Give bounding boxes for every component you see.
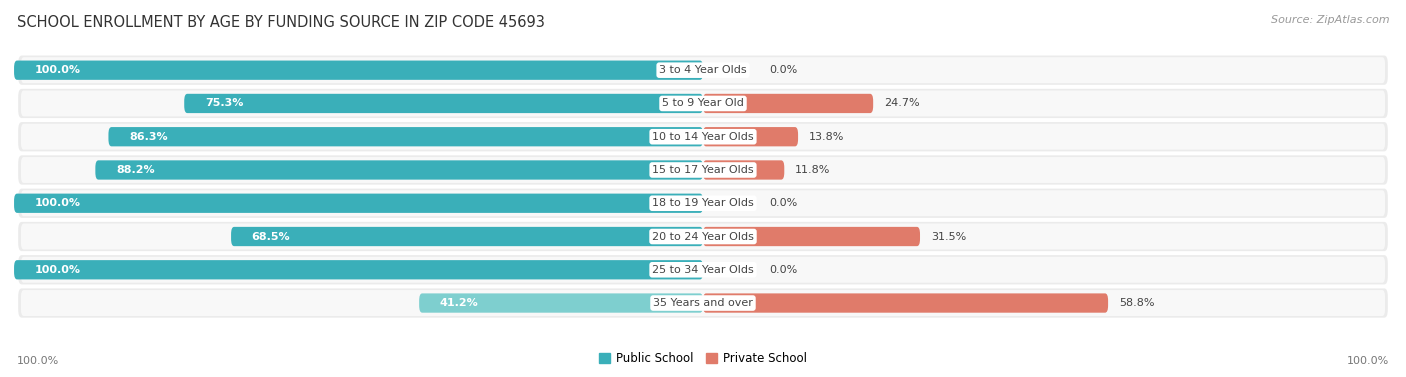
FancyBboxPatch shape	[231, 227, 703, 246]
FancyBboxPatch shape	[18, 222, 1388, 251]
Text: 58.8%: 58.8%	[1119, 298, 1154, 308]
Text: 10 to 14 Year Olds: 10 to 14 Year Olds	[652, 132, 754, 142]
Text: 41.2%: 41.2%	[440, 298, 478, 308]
FancyBboxPatch shape	[18, 288, 1388, 318]
FancyBboxPatch shape	[18, 188, 1388, 218]
Text: 25 to 34 Year Olds: 25 to 34 Year Olds	[652, 265, 754, 275]
FancyBboxPatch shape	[703, 127, 799, 146]
FancyBboxPatch shape	[21, 157, 1385, 183]
FancyBboxPatch shape	[21, 224, 1385, 250]
FancyBboxPatch shape	[21, 190, 1385, 216]
Text: 3 to 4 Year Olds: 3 to 4 Year Olds	[659, 65, 747, 75]
FancyBboxPatch shape	[108, 127, 703, 146]
Text: 13.8%: 13.8%	[808, 132, 845, 142]
FancyBboxPatch shape	[18, 155, 1388, 185]
FancyBboxPatch shape	[18, 55, 1388, 85]
FancyBboxPatch shape	[21, 90, 1385, 116]
FancyBboxPatch shape	[703, 94, 873, 113]
FancyBboxPatch shape	[21, 290, 1385, 316]
Text: 88.2%: 88.2%	[117, 165, 155, 175]
FancyBboxPatch shape	[14, 194, 703, 213]
Text: 20 to 24 Year Olds: 20 to 24 Year Olds	[652, 231, 754, 242]
Text: 24.7%: 24.7%	[884, 98, 920, 109]
FancyBboxPatch shape	[96, 160, 703, 179]
Text: 100.0%: 100.0%	[1347, 356, 1389, 366]
Text: 75.3%: 75.3%	[205, 98, 243, 109]
Text: 18 to 19 Year Olds: 18 to 19 Year Olds	[652, 198, 754, 208]
Text: 100.0%: 100.0%	[35, 265, 80, 275]
FancyBboxPatch shape	[14, 61, 703, 80]
FancyBboxPatch shape	[18, 89, 1388, 118]
FancyBboxPatch shape	[21, 57, 1385, 83]
Text: Source: ZipAtlas.com: Source: ZipAtlas.com	[1271, 15, 1389, 25]
FancyBboxPatch shape	[14, 260, 703, 279]
Text: 0.0%: 0.0%	[769, 198, 797, 208]
Text: 0.0%: 0.0%	[769, 65, 797, 75]
Text: 68.5%: 68.5%	[252, 231, 291, 242]
Text: SCHOOL ENROLLMENT BY AGE BY FUNDING SOURCE IN ZIP CODE 45693: SCHOOL ENROLLMENT BY AGE BY FUNDING SOUR…	[17, 15, 544, 30]
FancyBboxPatch shape	[184, 94, 703, 113]
Text: 15 to 17 Year Olds: 15 to 17 Year Olds	[652, 165, 754, 175]
FancyBboxPatch shape	[703, 227, 920, 246]
Text: 5 to 9 Year Old: 5 to 9 Year Old	[662, 98, 744, 109]
FancyBboxPatch shape	[18, 122, 1388, 151]
Text: 100.0%: 100.0%	[35, 65, 80, 75]
FancyBboxPatch shape	[21, 257, 1385, 283]
Text: 35 Years and over: 35 Years and over	[652, 298, 754, 308]
Text: 31.5%: 31.5%	[931, 231, 966, 242]
FancyBboxPatch shape	[419, 293, 703, 313]
FancyBboxPatch shape	[703, 160, 785, 179]
FancyBboxPatch shape	[21, 124, 1385, 150]
Text: 0.0%: 0.0%	[769, 265, 797, 275]
FancyBboxPatch shape	[18, 255, 1388, 284]
FancyBboxPatch shape	[703, 293, 1108, 313]
Text: 100.0%: 100.0%	[17, 356, 59, 366]
Text: 100.0%: 100.0%	[35, 198, 80, 208]
Text: 86.3%: 86.3%	[129, 132, 167, 142]
Legend: Public School, Private School: Public School, Private School	[593, 348, 813, 370]
Text: 11.8%: 11.8%	[796, 165, 831, 175]
